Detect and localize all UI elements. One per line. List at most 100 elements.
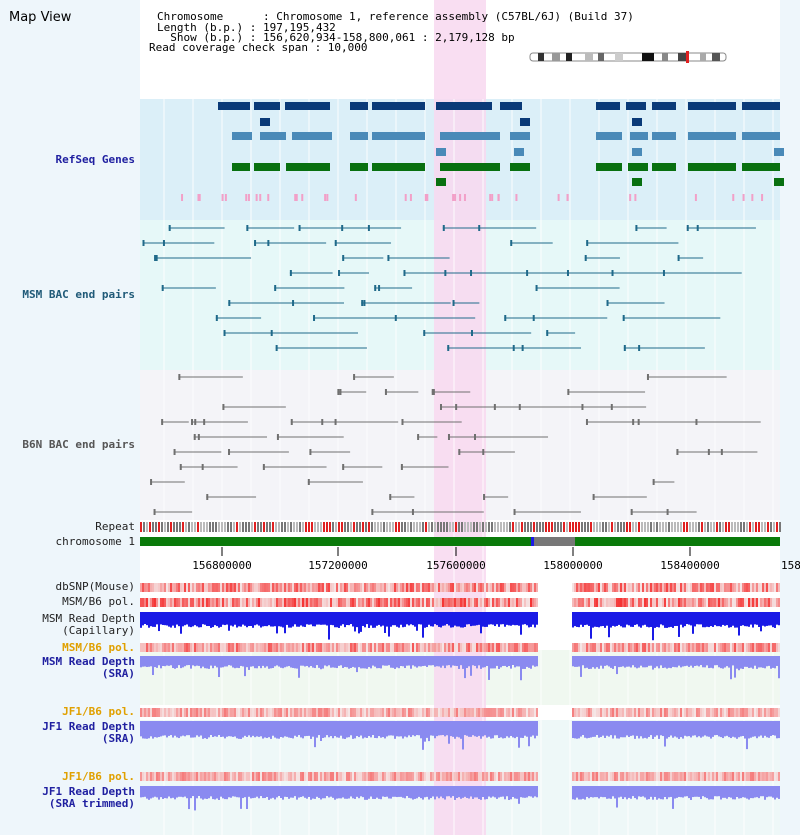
heat-cell: [356, 643, 358, 652]
heat-cell: [532, 643, 534, 652]
depth-bar: [756, 612, 758, 625]
repeat-feature: [698, 522, 700, 532]
depth-bar: [726, 612, 728, 626]
track-label-jf1-pol[interactable]: JF1/B6 pol.: [62, 705, 135, 718]
heat-cell: [662, 772, 664, 781]
gene-feature: [774, 148, 784, 156]
repeat-feature: [647, 522, 649, 532]
heat-cell: [164, 772, 166, 781]
heat-cell: [764, 708, 766, 717]
heat-cell: [396, 643, 398, 652]
depth-bar: [364, 656, 366, 669]
heat-cell: [514, 772, 516, 781]
depth-bar: [168, 612, 170, 627]
depth-bar: [270, 786, 272, 799]
track-label-msm-pol[interactable]: MSM/B6 pol.: [62, 595, 135, 608]
track-label-repeat[interactable]: Repeat: [95, 520, 135, 533]
heat-cell: [376, 643, 378, 652]
heat-cell: [622, 583, 624, 592]
depth-bar: [758, 612, 760, 627]
heat-cell: [646, 772, 648, 781]
depth-bar: [164, 786, 166, 799]
depth-bar: [418, 721, 420, 736]
heat-cell: [514, 643, 516, 652]
heat-cell: [378, 772, 380, 781]
repeat-feature: [779, 522, 781, 532]
heat-cell: [370, 583, 372, 592]
track-label-chromosome[interactable]: chromosome 1: [55, 535, 135, 548]
track-label-jf1-depth-trimmed[interactable]: JF1 Read Depth (SRA trimmed): [42, 785, 135, 810]
depth-bar: [530, 721, 532, 737]
track-label-msm-pol-2[interactable]: MSM/B6 pol.: [62, 641, 135, 654]
depth-bar: [612, 612, 614, 626]
depth-bar: [514, 656, 516, 668]
heat-cell: [278, 598, 280, 607]
depth-bar: [486, 721, 488, 738]
ideogram-band: [678, 53, 686, 61]
repeat-feature: [740, 522, 742, 532]
heat-cell: [212, 583, 214, 592]
depth-bar: [440, 612, 442, 628]
heat-cell: [518, 772, 520, 781]
depth-bar: [162, 612, 164, 625]
heat-cell: [254, 708, 256, 717]
depth-bar: [466, 656, 468, 669]
heat-cell: [344, 598, 346, 607]
heat-cell: [698, 643, 700, 652]
depth-bar: [352, 612, 354, 627]
track-label-refseq[interactable]: RefSeq Genes: [55, 153, 135, 166]
heat-cell: [486, 598, 488, 607]
heat-cell: [574, 598, 576, 607]
track-label-msm-depth-sra[interactable]: MSM Read Depth (SRA): [42, 655, 135, 680]
depth-bar: [274, 721, 276, 738]
heat-cell: [758, 772, 760, 781]
repeat-feature: [485, 522, 487, 532]
depth-bar: [352, 721, 354, 739]
b6n-bac-end: [222, 404, 225, 410]
heat-cell: [520, 643, 522, 652]
track-label-b6n-bac[interactable]: B6N BAC end pairs: [22, 438, 135, 451]
heat-cell: [374, 708, 376, 717]
ideogram-band: [566, 53, 572, 61]
heat-cell: [662, 583, 664, 592]
depth-bar: [776, 786, 778, 798]
track-label-jf1-pol-2[interactable]: JF1/B6 pol.: [62, 770, 135, 783]
heat-cell: [526, 643, 528, 652]
depth-bar: [450, 786, 452, 798]
gene-feature: [632, 178, 642, 186]
depth-bar: [482, 656, 484, 668]
depth-bar: [442, 656, 444, 666]
msm-bac-end: [142, 240, 145, 246]
heat-cell: [366, 772, 368, 781]
depth-bar: [472, 612, 474, 626]
depth-bar: [278, 721, 280, 739]
track-label-msm-depth-capillary[interactable]: MSM Read Depth (Capillary): [42, 612, 135, 637]
depth-bar: [602, 721, 604, 736]
heat-cell: [396, 772, 398, 781]
depth-bar: [180, 656, 182, 669]
depth-bar: [500, 612, 502, 625]
heat-cell: [316, 598, 318, 607]
depth-bar: [702, 656, 704, 668]
heat-cell: [306, 708, 308, 717]
depth-bar: [154, 786, 156, 797]
depth-bar: [344, 656, 346, 667]
heat-cell: [466, 708, 468, 717]
heat-cell: [634, 583, 636, 592]
depth-bar: [690, 786, 692, 800]
track-label-jf1-depth-sra[interactable]: JF1 Read Depth (SRA): [42, 720, 135, 745]
heat-cell: [626, 643, 628, 652]
track-label-dbsnp[interactable]: dbSNP(Mouse): [55, 580, 135, 593]
heat-cell: [710, 643, 712, 652]
depth-bar: [460, 786, 462, 799]
heat-cell: [670, 598, 672, 607]
heat-cell: [416, 583, 418, 592]
heat-cell: [490, 598, 492, 607]
depth-bar: [170, 612, 172, 628]
heat-cell: [486, 643, 488, 652]
heat-cell: [714, 598, 716, 607]
track-label-msm-bac[interactable]: MSM BAC end pairs: [22, 288, 135, 301]
heat-cell: [166, 708, 168, 717]
depth-bar: [380, 612, 382, 627]
